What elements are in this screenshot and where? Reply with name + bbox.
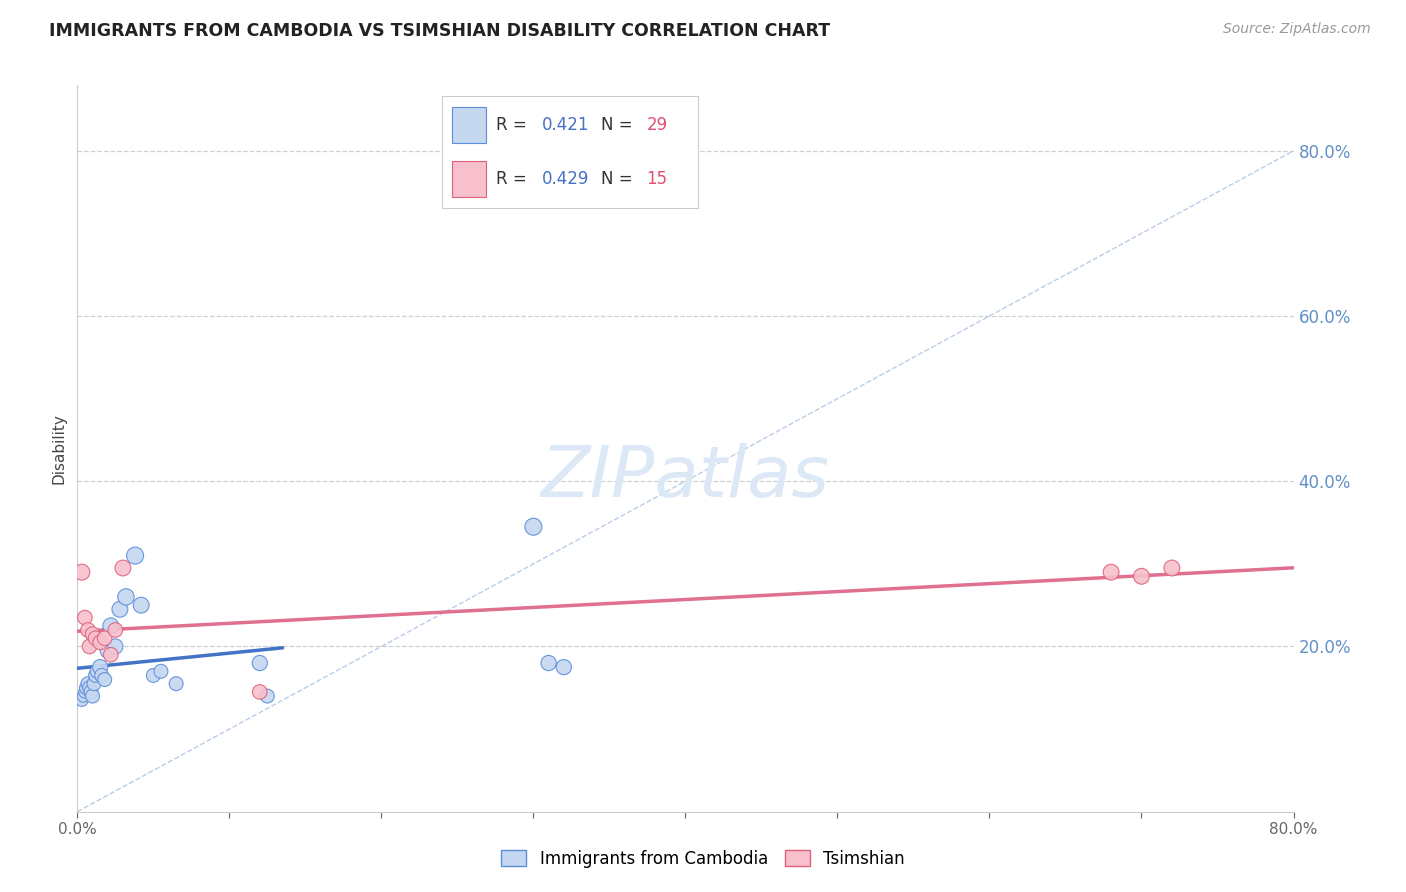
Point <box>70 693 93 707</box>
Point <box>553 660 575 674</box>
Point <box>86 665 108 679</box>
Point <box>80 685 103 699</box>
Point <box>1099 565 1122 579</box>
Point <box>100 619 122 633</box>
Point <box>115 590 138 604</box>
Point <box>111 561 134 575</box>
Point <box>79 681 101 695</box>
Point <box>70 565 93 579</box>
Point <box>73 610 96 624</box>
Point <box>73 685 96 699</box>
Point <box>75 681 97 695</box>
Point <box>83 676 105 690</box>
Y-axis label: Disability: Disability <box>52 413 67 483</box>
Point <box>124 549 146 563</box>
Point <box>104 623 127 637</box>
Point <box>1161 561 1184 575</box>
Point <box>149 665 172 679</box>
Point <box>93 632 115 646</box>
Point <box>84 668 107 682</box>
Point <box>104 640 127 654</box>
Point <box>89 635 111 649</box>
Point <box>93 673 115 687</box>
Point <box>90 668 112 682</box>
Point <box>89 660 111 674</box>
Legend: Immigrants from Cambodia, Tsimshian: Immigrants from Cambodia, Tsimshian <box>495 844 911 875</box>
Point <box>97 643 120 657</box>
Point <box>522 519 544 533</box>
Point <box>77 676 100 690</box>
Point <box>249 656 271 670</box>
Point <box>84 632 107 646</box>
Text: IMMIGRANTS FROM CAMBODIA VS TSIMSHIAN DISABILITY CORRELATION CHART: IMMIGRANTS FROM CAMBODIA VS TSIMSHIAN DI… <box>49 22 831 40</box>
Point <box>79 640 101 654</box>
Point <box>165 676 187 690</box>
Point <box>129 598 152 612</box>
Point <box>72 689 94 703</box>
Point <box>100 648 122 662</box>
Point <box>1130 569 1153 583</box>
Point <box>256 689 278 703</box>
Point <box>77 623 100 637</box>
Point <box>142 668 165 682</box>
Point <box>82 627 104 641</box>
Text: ZIPatlas: ZIPatlas <box>541 442 830 512</box>
Point <box>82 689 104 703</box>
Point <box>108 602 131 616</box>
Text: Source: ZipAtlas.com: Source: ZipAtlas.com <box>1223 22 1371 37</box>
Point <box>537 656 560 670</box>
Point <box>249 685 271 699</box>
